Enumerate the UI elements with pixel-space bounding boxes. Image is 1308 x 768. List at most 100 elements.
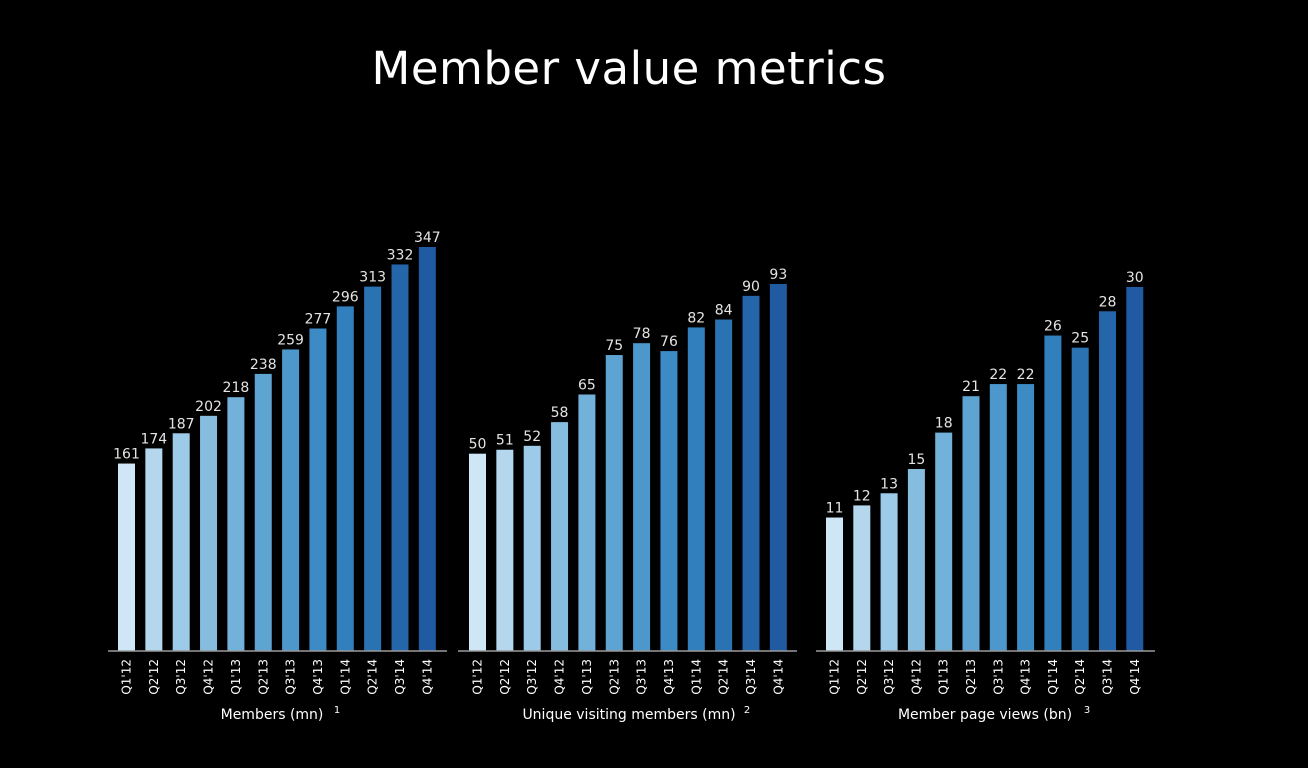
footnote-marker: 1 — [334, 705, 340, 716]
data-label: 22 — [989, 367, 1007, 383]
data-label: 296 — [332, 289, 359, 305]
bar — [200, 415, 218, 651]
data-label: 21 — [962, 379, 980, 395]
data-label: 90 — [742, 279, 760, 295]
data-label: 202 — [195, 399, 222, 415]
page-title: Member value metrics — [371, 42, 887, 95]
data-label: 259 — [277, 332, 304, 348]
data-label: 78 — [633, 326, 651, 342]
bar — [742, 295, 760, 651]
bar — [1099, 311, 1116, 651]
x-tick-label: Q3'14 — [1101, 659, 1115, 695]
data-label: 22 — [1017, 367, 1035, 383]
x-tick-label: Q4'12 — [909, 659, 923, 695]
bar — [853, 505, 871, 651]
x-axis-title: Member page views (bn) — [898, 707, 1072, 723]
data-label: 28 — [1099, 294, 1117, 310]
bar — [496, 449, 514, 651]
bar — [962, 396, 980, 651]
x-tick-label: Q2'12 — [498, 659, 512, 695]
data-label: 58 — [551, 405, 569, 421]
x-tick-label: Q3'13 — [635, 659, 649, 695]
data-label: 82 — [687, 310, 705, 326]
x-tick-label: Q4'12 — [202, 659, 216, 695]
data-label: 161 — [113, 447, 140, 463]
chart-panel-3: 11 Q1'12 12 Q2'12 13 Q3'12 15 Q4'12 18 Q1'13 21 Q2'… — [816, 270, 1155, 723]
bar — [660, 351, 678, 651]
bar — [364, 286, 382, 651]
bar — [633, 343, 651, 651]
x-axis-title: Members (mn) — [221, 707, 324, 723]
data-label: 25 — [1071, 331, 1089, 347]
data-label: 187 — [168, 416, 195, 432]
bar — [118, 463, 135, 651]
x-tick-label: Q1'12 — [828, 659, 842, 695]
x-tick-label: Q4'12 — [553, 659, 567, 695]
x-tick-label: Q4'14 — [420, 659, 434, 695]
bar — [1126, 287, 1144, 651]
x-tick-label: Q2'14 — [717, 659, 731, 695]
bar — [145, 448, 163, 651]
data-label: 93 — [769, 267, 787, 283]
x-tick-label: Q4'13 — [662, 659, 676, 695]
data-label: 30 — [1126, 270, 1144, 286]
bar — [826, 517, 843, 651]
bar — [989, 384, 1007, 651]
bar — [551, 422, 569, 651]
bar — [605, 355, 623, 651]
bar — [578, 394, 596, 651]
x-tick-label: Q1'13 — [229, 659, 243, 695]
x-tick-label: Q1'14 — [338, 659, 352, 695]
data-label: 332 — [387, 247, 414, 263]
bar — [1017, 384, 1035, 651]
data-label: 13 — [880, 476, 898, 492]
x-tick-label: Q4'14 — [1128, 659, 1142, 695]
data-label: 75 — [605, 338, 623, 354]
x-tick-label: Q2'13 — [964, 659, 978, 695]
bar — [880, 493, 898, 651]
x-tick-label: Q3'14 — [393, 659, 407, 695]
data-label: 84 — [715, 303, 733, 319]
data-label: 347 — [414, 230, 441, 246]
x-tick-label: Q2'12 — [855, 659, 869, 695]
x-tick-label: Q4'13 — [311, 659, 325, 695]
x-tick-label: Q2'14 — [366, 659, 380, 695]
data-label: 277 — [305, 312, 332, 328]
x-tick-label: Q1'13 — [580, 659, 594, 695]
x-tick-label: Q3'12 — [174, 659, 188, 695]
x-tick-label: Q2'12 — [147, 659, 161, 695]
bar — [172, 433, 190, 651]
chart-panel-1: 161 Q1'12 174 Q2'12 187 Q3'12 202 Q4'12 218 Q1'13… — [108, 230, 447, 723]
bar — [336, 306, 354, 651]
x-tick-label: Q1'14 — [689, 659, 703, 695]
x-axis-title: Unique visiting members (mn) — [522, 707, 735, 723]
bar — [309, 328, 327, 651]
x-tick-label: Q4'13 — [1019, 659, 1033, 695]
data-label: 50 — [469, 437, 487, 453]
footnote-marker: 3 — [1084, 705, 1090, 716]
data-label: 76 — [660, 334, 678, 350]
x-tick-label: Q1'14 — [1046, 659, 1060, 695]
bar — [1044, 335, 1062, 651]
data-label: 11 — [826, 501, 844, 517]
data-label: 218 — [223, 380, 250, 396]
bar — [687, 327, 705, 651]
x-tick-label: Q3'12 — [525, 659, 539, 695]
bar — [469, 453, 486, 651]
x-tick-label: Q4'14 — [771, 659, 785, 695]
x-tick-label: Q1'12 — [471, 659, 485, 695]
bar — [1071, 347, 1089, 651]
x-tick-label: Q2'13 — [256, 659, 270, 695]
data-label: 238 — [250, 357, 277, 373]
data-label: 65 — [578, 377, 596, 393]
x-tick-label: Q3'14 — [744, 659, 758, 695]
x-tick-label: Q3'12 — [882, 659, 896, 695]
bar — [523, 445, 541, 651]
bar — [769, 284, 787, 651]
x-tick-label: Q1'12 — [120, 659, 134, 695]
data-label: 51 — [496, 433, 514, 449]
x-tick-label: Q3'13 — [284, 659, 298, 695]
x-tick-label: Q2'14 — [1073, 659, 1087, 695]
x-tick-label: Q2'13 — [607, 659, 621, 695]
